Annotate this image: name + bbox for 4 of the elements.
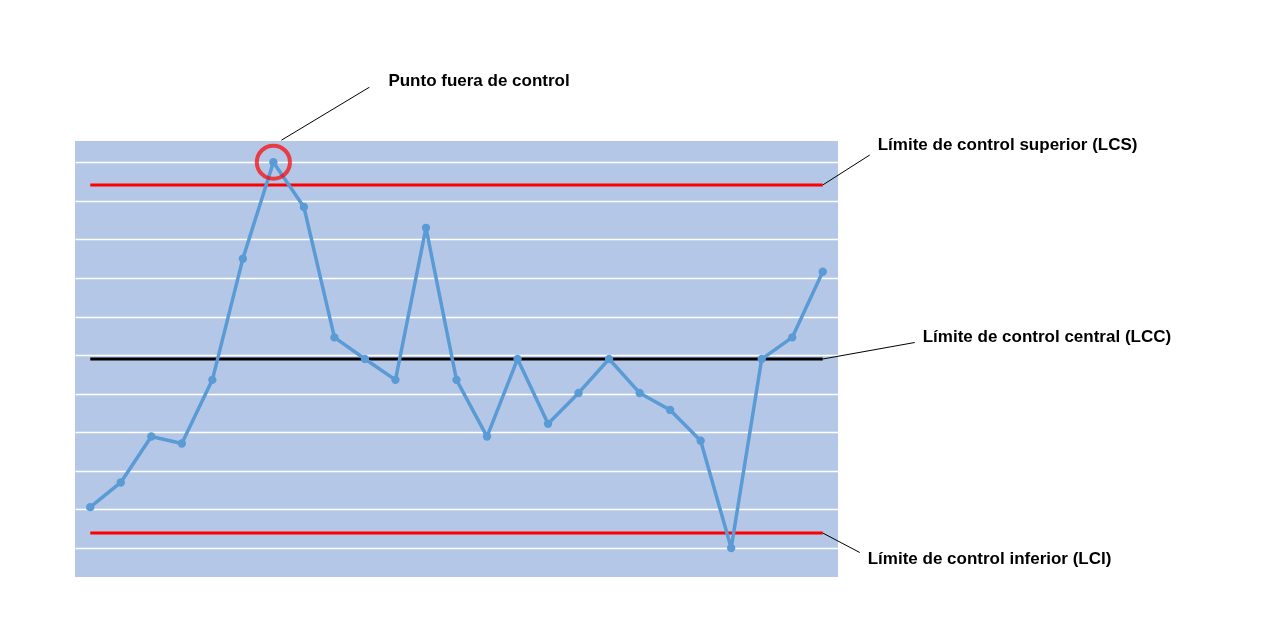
ref-line-label: Límite de control inferior (LCI) [867, 549, 1112, 569]
ref-line-label: Límite de control central (LCC) [922, 327, 1172, 346]
text: Punto fuera de control [388, 71, 570, 91]
ref-line-label: Límite de control superior (LCS) [877, 134, 1138, 154]
